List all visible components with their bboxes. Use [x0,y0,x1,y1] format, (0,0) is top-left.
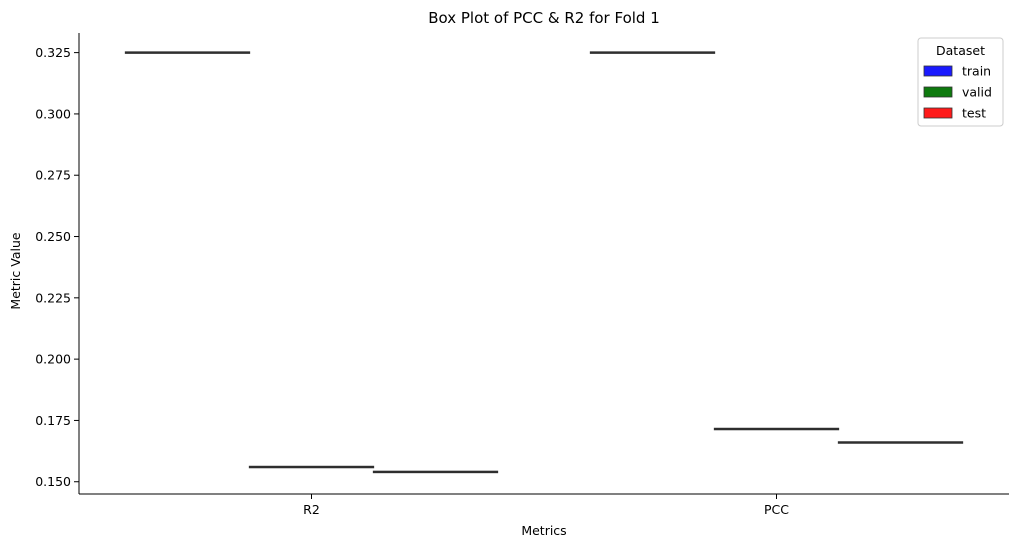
box-test-pcc [837,441,964,444]
legend-frame [917,37,1004,127]
y-tick-label: 0.225 [35,290,71,305]
y-tick-label: 0.150 [35,474,71,489]
legend-label-test: test [962,106,986,121]
legend-swatch-test [923,107,953,119]
box-train-r2 [124,51,251,54]
box-valid-r2 [248,465,375,469]
y-tick-label: 0.250 [35,229,71,244]
legend-swatch-valid [923,86,953,98]
box-test-r2 [372,470,499,474]
x-tick-label: R2 [303,502,320,517]
legend-swatch-train [923,65,953,77]
legend-title: Dataset [936,43,985,58]
legend-label-train: train [962,64,991,79]
box-valid-pcc [713,427,840,431]
y-axis: 0.150 0.175 0.200 0.225 0.250 0.275 0.300 0.325 [35,33,80,494]
x-axis: R2 PCC [79,493,1009,517]
plot-area [124,51,964,474]
y-tick-label: 0.275 [35,168,71,183]
x-axis-title: Metrics [521,523,566,538]
y-tick-label: 0.175 [35,413,71,428]
legend: Dataset train valid test [917,37,1004,127]
y-tick-label: 0.300 [35,106,71,121]
box-train-pcc [589,51,716,54]
y-tick-label: 0.200 [35,352,71,367]
y-tick-label: 0.325 [35,45,71,60]
y-axis-title: Metric Value [8,232,23,309]
chart-title: Box Plot of PCC & R2 for Fold 1 [428,9,660,27]
legend-label-valid: valid [962,85,992,100]
x-tick-label: PCC [764,502,789,517]
